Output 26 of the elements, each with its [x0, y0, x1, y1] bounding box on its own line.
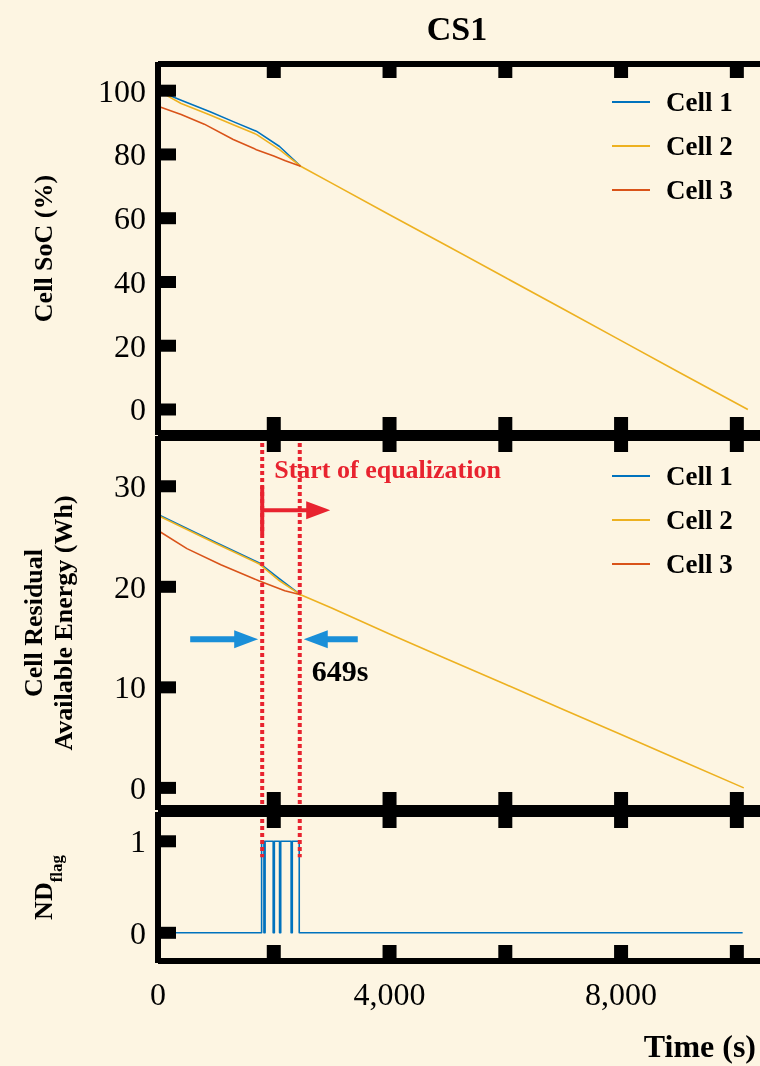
chart-title: CS1 [426, 10, 488, 47]
y-tick-label: 60 [114, 200, 146, 237]
legend-label: Cell 2 [666, 505, 733, 535]
x-tick-label: 4,000 [353, 976, 426, 1012]
y-tick-label: 20 [114, 568, 146, 605]
y-axis-title: Cell Residual Available Energy (Wh) [19, 495, 78, 751]
annotation: Start of equalization [274, 455, 502, 485]
y-tick-label: 20 [114, 327, 146, 364]
y-tick-label: 0 [130, 914, 146, 951]
y-tick-label: 100 [98, 72, 146, 109]
y-tick-label: 10 [114, 669, 146, 706]
y-tick-label: 80 [114, 136, 146, 173]
legend-label: Cell 1 [666, 87, 733, 117]
y-tick-label: 0 [130, 769, 146, 806]
legend-label: Cell 3 [666, 175, 733, 205]
x-axis-title: Time (s) [643, 1028, 756, 1064]
legend-label: Cell 2 [666, 131, 733, 161]
y-tick-label: 40 [114, 263, 146, 300]
annotation: 649s [311, 654, 369, 688]
legend-label: Cell 3 [666, 549, 733, 579]
y-tick-label: 1 [130, 823, 146, 860]
x-tick-label: 8,000 [585, 976, 658, 1012]
y-tick-label: 30 [114, 468, 146, 505]
y-tick-label: 0 [130, 391, 146, 428]
legend-label: Cell 1 [666, 461, 733, 491]
y-axis-title: Cell SoC (%) [29, 174, 58, 323]
